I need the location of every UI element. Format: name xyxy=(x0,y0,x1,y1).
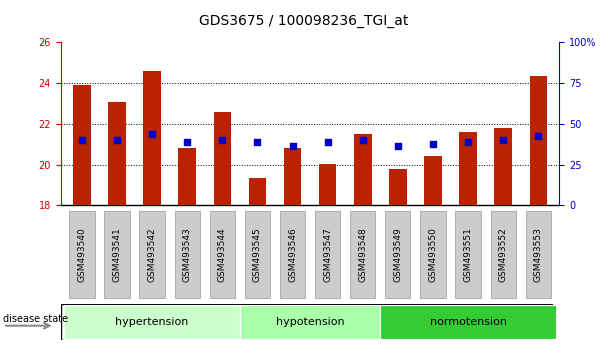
FancyBboxPatch shape xyxy=(139,211,165,298)
Text: GSM493544: GSM493544 xyxy=(218,228,227,282)
Text: GDS3675 / 100098236_TGI_at: GDS3675 / 100098236_TGI_at xyxy=(199,14,409,28)
Bar xyxy=(213,112,231,205)
Bar xyxy=(319,164,336,205)
FancyBboxPatch shape xyxy=(210,211,235,298)
Text: GSM493553: GSM493553 xyxy=(534,227,543,282)
FancyBboxPatch shape xyxy=(280,211,305,298)
Text: GSM493551: GSM493551 xyxy=(463,227,472,282)
FancyBboxPatch shape xyxy=(455,211,481,298)
FancyBboxPatch shape xyxy=(61,304,552,340)
Point xyxy=(288,143,297,149)
FancyBboxPatch shape xyxy=(174,211,200,298)
Bar xyxy=(284,148,302,205)
FancyBboxPatch shape xyxy=(240,305,380,339)
FancyBboxPatch shape xyxy=(385,211,410,298)
Text: GSM493546: GSM493546 xyxy=(288,228,297,282)
FancyBboxPatch shape xyxy=(315,211,340,298)
Bar xyxy=(389,169,407,205)
FancyBboxPatch shape xyxy=(245,211,270,298)
FancyBboxPatch shape xyxy=(105,211,130,298)
Text: GSM493543: GSM493543 xyxy=(182,228,192,282)
Text: hypotension: hypotension xyxy=(276,317,344,327)
Bar xyxy=(459,132,477,205)
Bar xyxy=(424,156,442,205)
Bar xyxy=(530,76,547,205)
Point xyxy=(112,137,122,143)
Bar xyxy=(494,128,512,205)
FancyBboxPatch shape xyxy=(69,211,94,298)
Bar xyxy=(249,178,266,205)
Point xyxy=(182,139,192,145)
Bar xyxy=(143,71,161,205)
Point xyxy=(147,131,157,137)
Text: GSM493541: GSM493541 xyxy=(112,228,122,282)
Point xyxy=(393,143,402,149)
FancyBboxPatch shape xyxy=(491,211,516,298)
Bar xyxy=(108,102,126,205)
Bar xyxy=(73,85,91,205)
Point xyxy=(463,139,473,145)
FancyBboxPatch shape xyxy=(526,211,551,298)
Point xyxy=(77,137,87,143)
FancyBboxPatch shape xyxy=(420,211,446,298)
Text: GSM493545: GSM493545 xyxy=(253,228,262,282)
Text: GSM493549: GSM493549 xyxy=(393,228,402,282)
Bar xyxy=(178,148,196,205)
Text: GSM493540: GSM493540 xyxy=(77,228,86,282)
Point xyxy=(533,133,543,139)
Text: normotension: normotension xyxy=(430,317,506,327)
Point xyxy=(218,137,227,143)
Point xyxy=(252,139,262,145)
Bar xyxy=(354,134,371,205)
Point xyxy=(358,137,368,143)
Text: disease state: disease state xyxy=(3,314,68,324)
Point xyxy=(499,137,508,143)
Text: hypertension: hypertension xyxy=(116,317,188,327)
Text: GSM493542: GSM493542 xyxy=(148,228,157,282)
Text: GSM493552: GSM493552 xyxy=(499,228,508,282)
Point xyxy=(323,139,333,145)
FancyBboxPatch shape xyxy=(64,305,240,339)
FancyBboxPatch shape xyxy=(350,211,375,298)
Text: GSM493548: GSM493548 xyxy=(358,228,367,282)
FancyBboxPatch shape xyxy=(380,305,556,339)
Text: GSM493547: GSM493547 xyxy=(323,228,332,282)
Point xyxy=(428,141,438,147)
Text: GSM493550: GSM493550 xyxy=(429,227,438,282)
